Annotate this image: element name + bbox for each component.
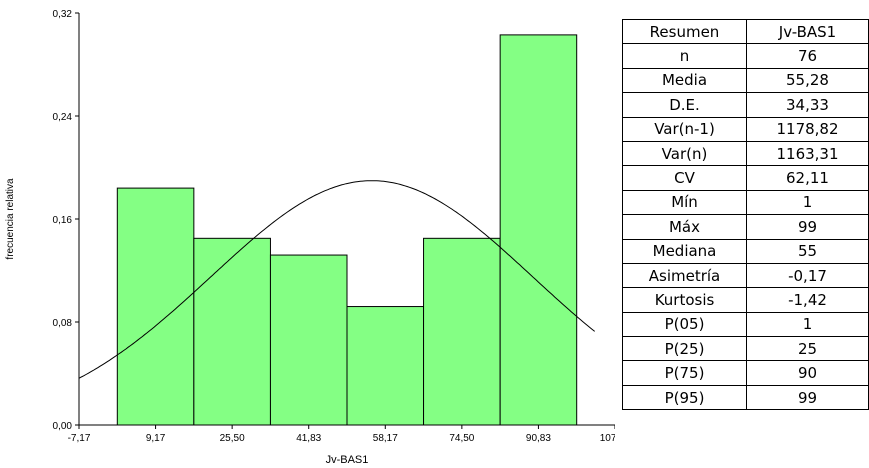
- histogram-bar: [423, 237, 501, 426]
- stat-label: P(05): [622, 311, 747, 338]
- stat-value: 99: [746, 384, 869, 411]
- histogram-bar: [346, 306, 425, 426]
- table-body: n 76 Media 55,28 D.E. 34,33 Var(n-1) 1178,82 Var…: [622, 43, 869, 411]
- stat-value: 1: [746, 311, 869, 338]
- x-tick-label: 74,50: [449, 433, 474, 444]
- table-row: Media 55,28: [622, 67, 869, 94]
- histogram-bar: [116, 187, 195, 426]
- x-tick-label: 58,17: [373, 433, 398, 444]
- y-tick-label: 0,00: [53, 421, 73, 432]
- table-row: Var(n) 1163,31: [622, 140, 869, 167]
- table-row: P(25) 25: [622, 336, 869, 362]
- table-row: Mediana 55: [622, 238, 869, 264]
- x-tick-label: 9,17: [146, 433, 166, 444]
- x-tick-label: 41,83: [296, 433, 321, 444]
- x-tick-label: 107,17: [600, 433, 615, 444]
- stat-value: 34,33: [746, 92, 869, 118]
- histogram-bar: [193, 237, 271, 426]
- table-row: CV 62,11: [622, 165, 869, 191]
- x-tick-label: 90,83: [526, 433, 551, 444]
- y-axis-title: frecuencia relativa: [5, 178, 16, 260]
- x-axis-title: Jv-BAS1: [326, 454, 369, 466]
- table-header-row: Resumen Jv-BAS1: [622, 18, 869, 45]
- stat-label: Media: [622, 67, 747, 94]
- stat-label: Mediana: [622, 238, 747, 264]
- stat-label: Var(n): [622, 140, 747, 167]
- normal-curve-line: [78, 180, 596, 379]
- stat-label: CV: [622, 165, 747, 191]
- y-tick-label: 0,24: [53, 112, 73, 123]
- stat-label: P(95): [622, 384, 747, 411]
- table-row: n 76: [622, 43, 869, 69]
- x-tick-label: -7,17: [68, 433, 91, 444]
- table-header-cell: Resumen: [622, 18, 747, 45]
- stat-value: 1: [746, 189, 869, 216]
- stat-value: 99: [746, 214, 869, 240]
- stat-label: P(25): [622, 336, 747, 362]
- stat-value: 1178,82: [746, 116, 869, 142]
- table-row: Asimetría -0,17: [622, 262, 869, 289]
- table-row: P(75) 90: [622, 360, 869, 386]
- stat-label: Var(n-1): [622, 116, 747, 142]
- stat-label: Kurtosis: [622, 287, 747, 313]
- stat-value: 55: [746, 238, 869, 264]
- histogram-bar: [499, 34, 578, 426]
- y-tick-label: 0,16: [53, 215, 73, 226]
- x-tick-label: 25,50: [220, 433, 245, 444]
- table-row: P(05) 1: [622, 311, 869, 338]
- stat-value: 55,28: [746, 67, 869, 94]
- stat-value: 90: [746, 360, 869, 386]
- stat-value: 76: [746, 43, 869, 69]
- stat-label: P(75): [622, 360, 747, 386]
- histogram-bar: [269, 254, 348, 426]
- table-row: Kurtosis -1,42: [622, 287, 869, 313]
- stat-label: Máx: [622, 214, 747, 240]
- table-row: Var(n-1) 1178,82: [622, 116, 869, 142]
- stat-label: Mín: [622, 189, 747, 216]
- y-tick-label: 0,32: [53, 9, 73, 20]
- table-row: Mín 1: [622, 189, 869, 216]
- table-row: Máx 99: [622, 214, 869, 240]
- summary-table: Resumen Jv-BAS1 n 76 Media 55,28 D.E. 34,33 Va…: [622, 18, 869, 411]
- table-header-cell: Jv-BAS1: [746, 18, 869, 45]
- stat-label: D.E.: [622, 92, 747, 118]
- stat-value: 25: [746, 336, 869, 362]
- table-row: D.E. 34,33: [622, 92, 869, 118]
- y-tick-label: 0,08: [53, 318, 73, 329]
- stat-value: 62,11: [746, 165, 869, 191]
- stat-label: n: [622, 43, 747, 69]
- stat-value: -1,42: [746, 287, 869, 313]
- stat-value: -0,17: [746, 262, 869, 289]
- stat-label: Asimetría: [622, 262, 747, 289]
- stat-value: 1163,31: [746, 140, 869, 167]
- table-row: P(95) 99: [622, 384, 869, 411]
- histogram-chart: 0,00 0,08 0,16 0,24 0,32 -7,17 9,17 25,50 41,83 5…: [5, 9, 615, 466]
